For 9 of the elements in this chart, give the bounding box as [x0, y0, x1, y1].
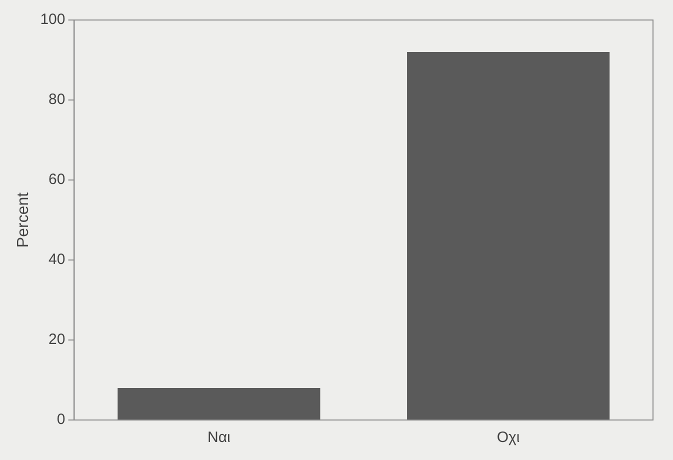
- x-tick-label: Ναι: [208, 429, 230, 446]
- y-tick-label: 0: [56, 411, 66, 428]
- y-tick-label: 40: [48, 251, 66, 268]
- y-axis-title: Percent: [15, 192, 32, 248]
- x-tick-label: Οχι: [496, 429, 520, 446]
- y-tick-label: 20: [48, 331, 66, 348]
- y-tick-label: 80: [48, 91, 66, 108]
- y-tick-label: 100: [40, 11, 66, 28]
- y-tick-label: 60: [48, 171, 66, 188]
